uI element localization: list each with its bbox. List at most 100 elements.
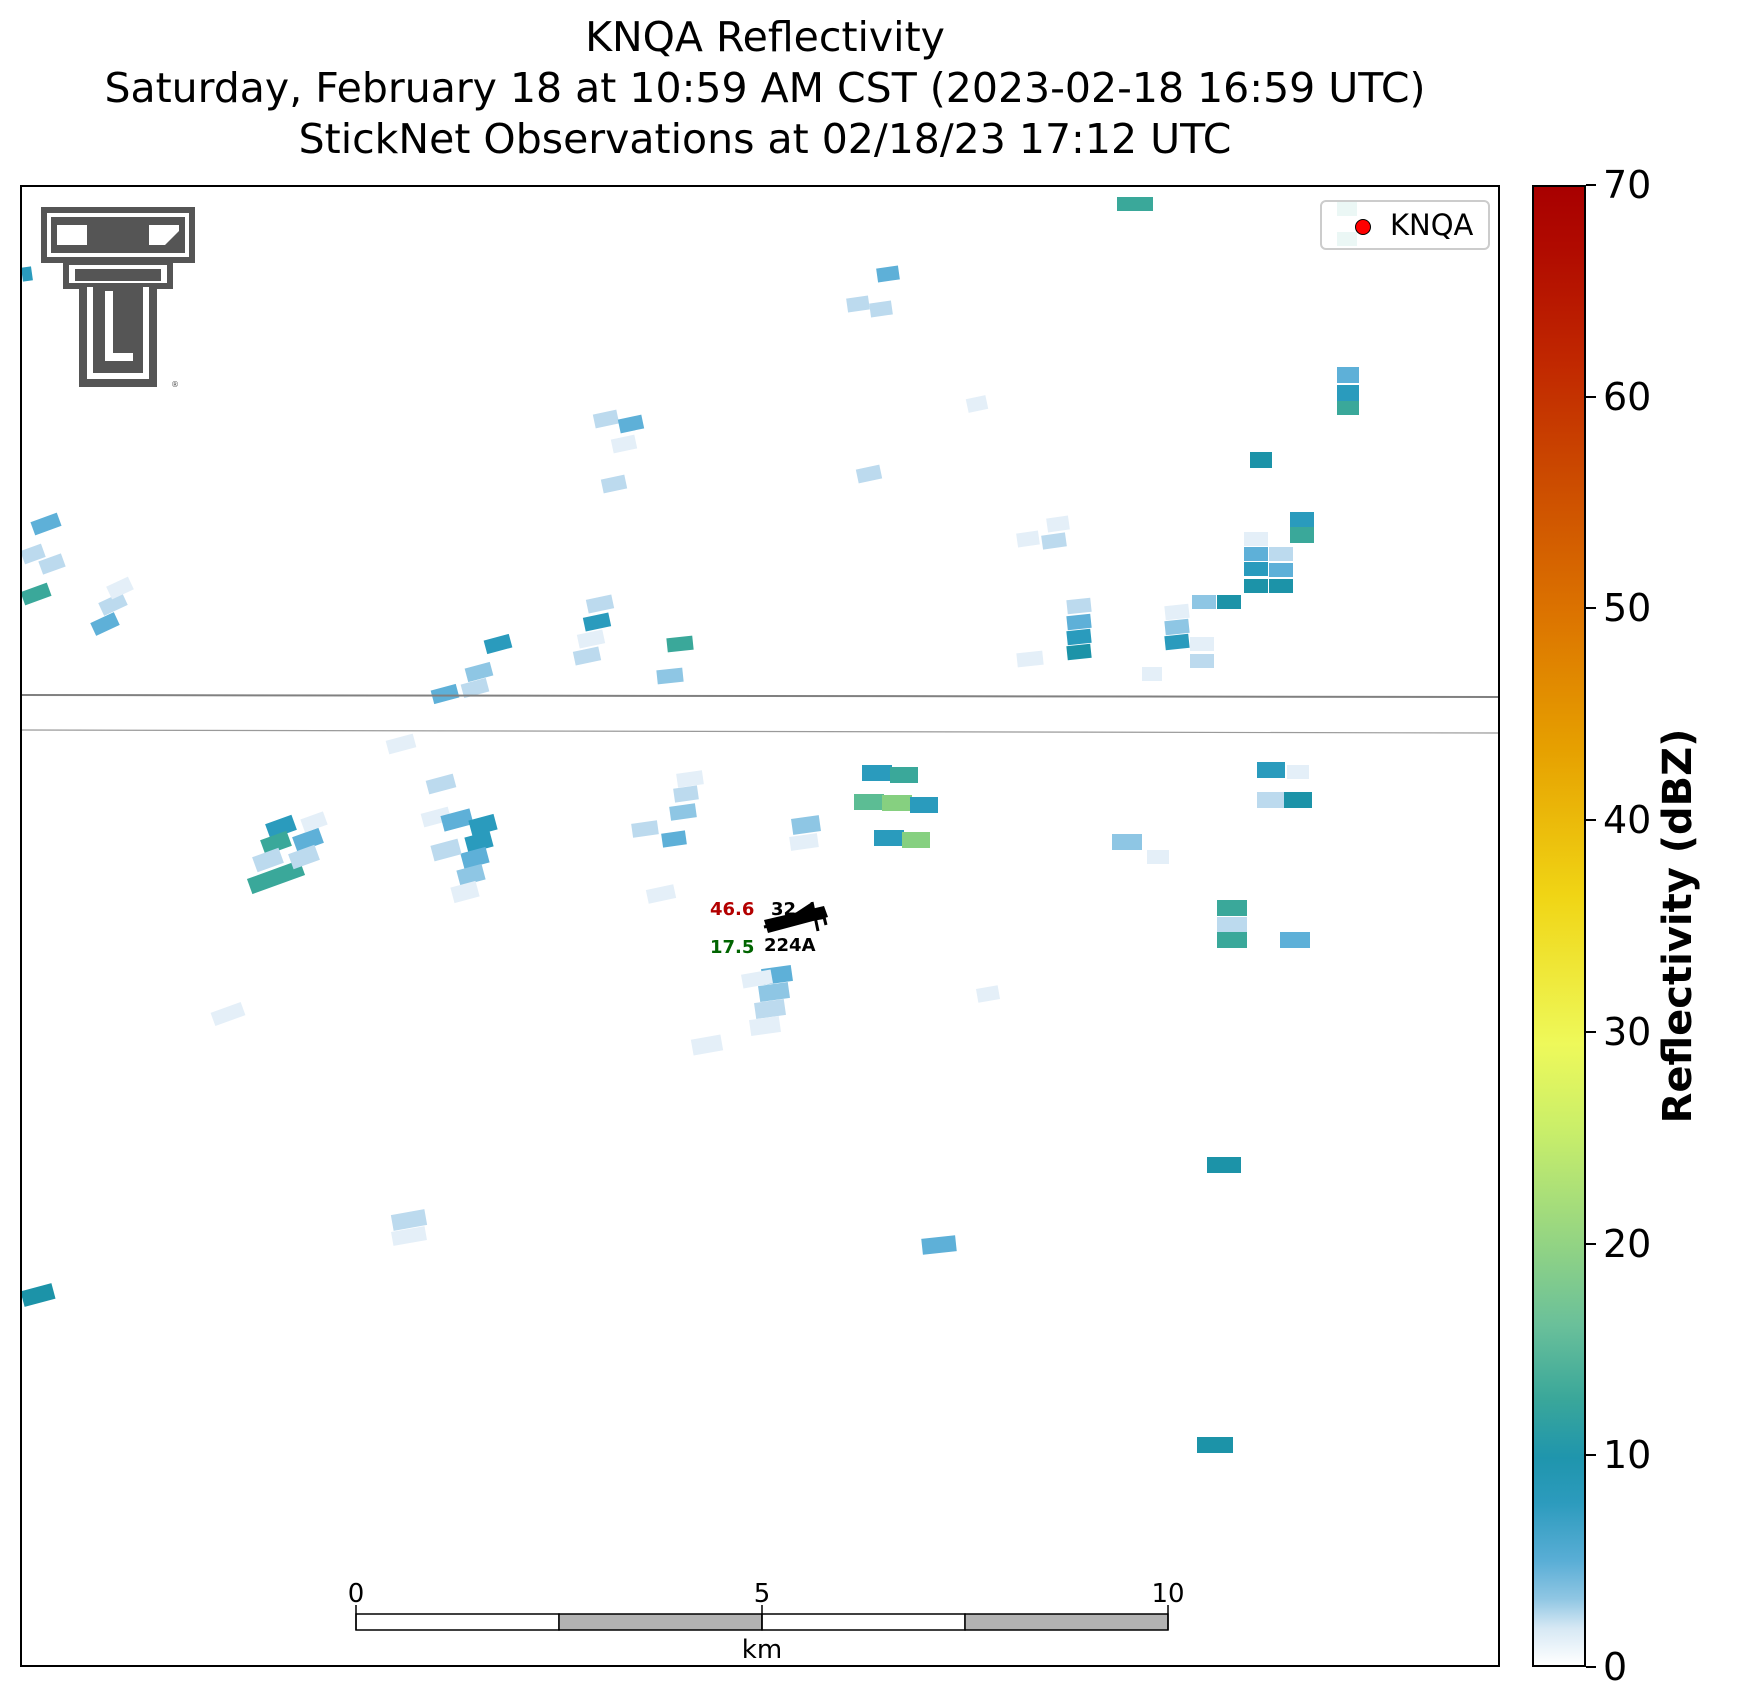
colorbar-tick <box>1586 184 1596 186</box>
reflectivity-gate <box>791 815 821 835</box>
reflectivity-gate <box>975 985 1001 1003</box>
reflectivity-gate <box>661 830 687 848</box>
reflectivity-gate <box>631 820 659 838</box>
reflectivity-gate <box>300 811 328 833</box>
reflectivity-gate <box>1337 367 1359 383</box>
reflectivity-gate <box>592 409 620 429</box>
reflectivity-gate <box>862 765 892 781</box>
reflectivity-gate <box>789 833 819 851</box>
colorbar-tick <box>1586 819 1596 822</box>
reflectivity-gate <box>1066 613 1092 631</box>
scale-label-10: 10 <box>1151 1579 1185 1609</box>
reflectivity-gate <box>22 543 46 565</box>
pressure-label: 32 <box>771 899 797 920</box>
reflectivity-gate <box>288 844 320 870</box>
reflectivity-gate <box>754 998 786 1020</box>
reflectivity-gate <box>210 1001 246 1027</box>
reflectivity-gate <box>430 838 462 862</box>
reflectivity-gate <box>600 474 628 494</box>
colorbar-tick <box>1586 1454 1596 1457</box>
reflectivity-gate <box>1207 1157 1241 1173</box>
reflectivity-gate <box>1337 401 1359 415</box>
reflectivity-gate <box>1117 197 1153 211</box>
scale-label-5: 5 <box>753 1579 771 1609</box>
reflectivity-gate <box>246 859 306 895</box>
reflectivity-gate <box>1257 762 1285 778</box>
reflectivity-gate <box>846 295 870 313</box>
reflectivity-gate <box>673 785 699 803</box>
colorbar-tick <box>1586 1242 1596 1245</box>
colorbar-tick-label: 20 <box>1603 1221 1652 1266</box>
legend-label: KNQA <box>1390 208 1474 242</box>
colorbar-tick-label: 30 <box>1603 1009 1652 1054</box>
reflectivity-gate <box>690 1034 724 1056</box>
reflectivity-gate <box>1290 527 1314 543</box>
colorbar-tick-label: 40 <box>1603 798 1652 843</box>
reflectivity-gate <box>1337 385 1359 401</box>
reflectivity-gate <box>1280 932 1310 948</box>
reflectivity-gate <box>456 863 486 887</box>
colorbar-tick <box>1586 395 1596 398</box>
reflectivity-gate <box>1142 667 1162 681</box>
reflectivity-gate <box>1250 452 1272 468</box>
temperature-label: 46.6 <box>710 899 755 920</box>
reflectivity-gate <box>1217 595 1241 609</box>
reflectivity-gate <box>1217 932 1247 948</box>
scale-bar <box>355 1605 1169 1631</box>
reflectivity-gate <box>572 646 602 666</box>
reflectivity-gate <box>252 847 284 873</box>
radar-map-canvas: ® <box>22 197 1498 1631</box>
reflectivity-gate <box>1244 562 1268 576</box>
reflectivity-gate <box>265 814 297 840</box>
reflectivity-gate <box>1066 643 1092 661</box>
reflectivity-gate <box>460 677 490 699</box>
radar-map[interactable]: ® 46.6 32 17.5 224A 0 5 10 km <box>20 185 1500 1667</box>
colorbar-tick <box>1586 1030 1596 1033</box>
reflectivity-gate <box>855 464 883 484</box>
reflectivity-gate <box>741 969 773 989</box>
reflectivity-gate <box>585 594 615 614</box>
radar-site-marker-icon <box>1355 219 1371 235</box>
reflectivity-gates <box>22 197 1359 1453</box>
reflectivity-gate <box>610 434 638 454</box>
colorbar <box>1532 185 1586 1667</box>
title-line-2: Saturday, February 18 at 10:59 AM CST (2… <box>104 64 1426 112</box>
reflectivity-gate <box>1244 532 1268 546</box>
reflectivity-gate <box>1112 834 1142 850</box>
reflectivity-gate <box>749 1015 781 1037</box>
colorbar-tick <box>1586 1666 1596 1668</box>
dewpoint-label: 17.5 <box>710 937 755 958</box>
reflectivity-gate <box>576 629 606 649</box>
reflectivity-gate <box>1147 850 1169 864</box>
title-line-1: KNQA Reflectivity <box>585 13 945 61</box>
reflectivity-gate <box>582 612 612 632</box>
reflectivity-gate <box>1269 547 1293 561</box>
station-id-label: 224A <box>764 935 816 956</box>
reflectivity-gate <box>464 830 494 854</box>
reflectivity-gate <box>1284 792 1312 808</box>
reflectivity-gate <box>98 592 128 616</box>
colorbar-tick-label: 10 <box>1603 1433 1652 1478</box>
reflectivity-gate <box>1190 654 1214 668</box>
double-t-logo: ® <box>41 207 195 389</box>
reflectivity-gate <box>1257 792 1285 808</box>
reflectivity-gate <box>1217 917 1247 933</box>
legend: KNQA <box>1320 200 1490 250</box>
reflectivity-gate <box>440 808 474 832</box>
reflectivity-gate <box>676 770 704 788</box>
colorbar-tick-label: 50 <box>1603 586 1652 631</box>
reflectivity-gate <box>425 773 457 795</box>
reflectivity-gate <box>869 300 893 318</box>
reflectivity-gate <box>1192 595 1216 609</box>
svg-text:®: ® <box>171 380 179 389</box>
title-line-3: StickNet Observations at 02/18/23 17:12 … <box>298 115 1232 163</box>
reflectivity-gate <box>1046 515 1070 533</box>
reflectivity-gate <box>460 846 490 870</box>
reflectivity-gate <box>1197 1437 1233 1453</box>
reflectivity-gate <box>38 553 66 575</box>
reflectivity-gate <box>1164 618 1190 636</box>
reflectivity-gate <box>1290 512 1314 528</box>
reflectivity-gate <box>1217 900 1247 916</box>
reflectivity-gate <box>1190 637 1214 651</box>
reflectivity-gate <box>874 830 904 846</box>
